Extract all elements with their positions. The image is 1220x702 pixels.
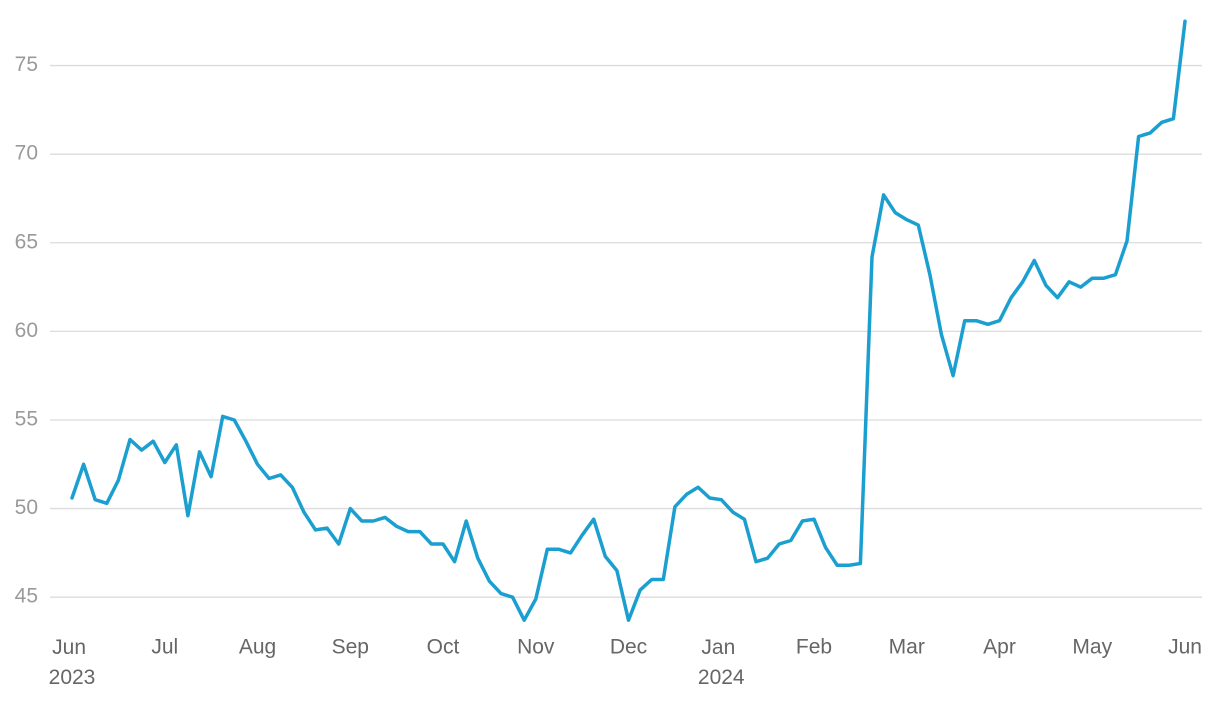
x-tick-label: Sep bbox=[332, 636, 369, 659]
x-tick-label: Jan 2024 bbox=[698, 636, 745, 689]
x-tick-label: Oct bbox=[427, 636, 460, 659]
x-tick-label: Nov bbox=[517, 636, 555, 659]
y-tick-label: 45 bbox=[15, 585, 38, 608]
y-tick-label: 60 bbox=[15, 319, 38, 342]
x-tick-label: Mar bbox=[889, 636, 925, 659]
y-tick-label: 75 bbox=[15, 53, 38, 76]
y-tick-label: 70 bbox=[15, 142, 38, 165]
x-tick-label: Jun 2023 bbox=[49, 636, 96, 689]
x-tick-label: May bbox=[1072, 636, 1112, 659]
y-tick-label: 65 bbox=[15, 230, 38, 253]
x-tick-label: Apr bbox=[983, 636, 1016, 659]
y-tick-label: 55 bbox=[15, 408, 38, 431]
x-tick-label: Dec bbox=[610, 636, 647, 659]
x-tick-label: Aug bbox=[239, 636, 276, 659]
x-tick-label: Jul bbox=[151, 636, 178, 659]
x-tick-label: Feb bbox=[796, 636, 832, 659]
price-line bbox=[70, 19, 1187, 622]
x-tick-label: Jun bbox=[1168, 636, 1202, 659]
y-tick-label: 50 bbox=[15, 496, 38, 519]
